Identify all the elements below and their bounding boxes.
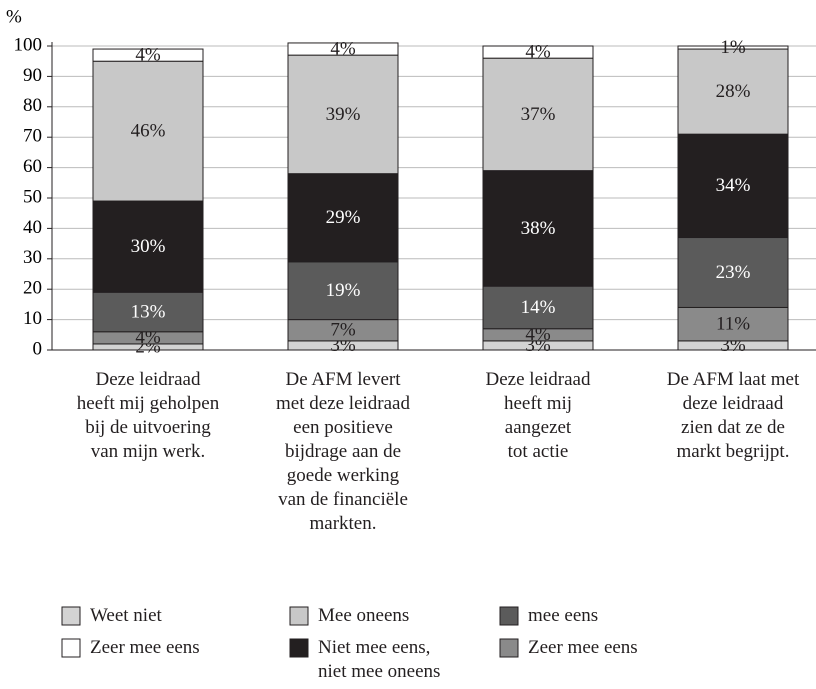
legend-swatch — [499, 606, 519, 626]
x-tick-label: De AFM levert met deze leidraad een posi… — [276, 369, 410, 534]
bar-segment — [287, 261, 399, 321]
y-axis-label: % — [6, 6, 22, 27]
value-label: 1% — [720, 37, 746, 58]
value-label: 28% — [716, 81, 751, 102]
value-label: 39% — [326, 104, 361, 125]
value-label: 4% — [135, 44, 161, 65]
y-tick-label: 60 — [23, 156, 42, 177]
value-label: 29% — [326, 207, 361, 228]
bar-segment — [287, 173, 399, 263]
bar-segment — [92, 200, 204, 293]
value-label: 13% — [131, 301, 166, 322]
y-tick-label: 70 — [23, 126, 42, 147]
y-tick-label: 50 — [23, 186, 42, 207]
bar-segment — [482, 45, 594, 59]
y-tick-label: 10 — [23, 308, 42, 329]
value-label: 34% — [716, 175, 751, 196]
legend-swatch — [61, 638, 81, 658]
bar-segment — [677, 133, 789, 239]
legend-label: Zeer mee eens — [90, 637, 200, 658]
y-tick-label: 20 — [23, 278, 42, 299]
bar-segment — [482, 170, 594, 287]
bar-segment — [677, 48, 789, 135]
value-label: 11% — [716, 314, 750, 335]
y-tick-label: 0 — [33, 338, 43, 359]
value-label: 4% — [330, 38, 356, 59]
value-label: 37% — [521, 104, 556, 125]
bar-segment — [677, 237, 789, 308]
y-tick-label: 80 — [23, 95, 42, 116]
bar-segment — [677, 45, 789, 50]
x-tick-label: Deze leidraad heeft mij aangezet tot act… — [485, 369, 591, 462]
y-tick-label: 90 — [23, 65, 42, 86]
bar-segment — [482, 57, 594, 172]
bar-segment — [92, 60, 204, 202]
x-tick-label: Deze leidraad heeft mij geholpen bij de … — [76, 369, 220, 462]
legend-label: Zeer mee eens — [528, 637, 638, 658]
legend-label: mee eens — [528, 605, 599, 626]
value-label: 4% — [135, 327, 161, 348]
y-tick-label: 30 — [23, 247, 42, 268]
legend-label: Niet mee eens, niet mee oneens — [318, 637, 441, 682]
bar-segment — [287, 54, 399, 175]
value-label: 38% — [521, 218, 556, 239]
legend-label: Weet niet — [90, 605, 162, 626]
value-label: 7% — [330, 320, 356, 341]
value-label: 46% — [131, 120, 166, 141]
y-tick-label: 40 — [23, 217, 42, 238]
bar-segment — [92, 48, 204, 62]
value-label: 23% — [716, 262, 751, 283]
legend-swatch — [499, 638, 519, 658]
value-label: 19% — [326, 280, 361, 301]
legend-swatch — [289, 638, 309, 658]
x-tick-label: De AFM laat met deze leidraad zien dat z… — [666, 369, 800, 462]
legend-swatch — [61, 606, 81, 626]
bar-segment — [92, 291, 204, 333]
legend-swatch — [289, 606, 309, 626]
value-label: 30% — [131, 236, 166, 257]
value-label: 4% — [525, 324, 551, 345]
value-label: 14% — [521, 297, 556, 318]
legend-label: Mee oneens — [318, 605, 410, 626]
y-tick-label: 100 — [14, 34, 43, 55]
bar-segment — [482, 285, 594, 330]
value-label: 4% — [525, 41, 551, 62]
bar-segment — [287, 42, 399, 56]
